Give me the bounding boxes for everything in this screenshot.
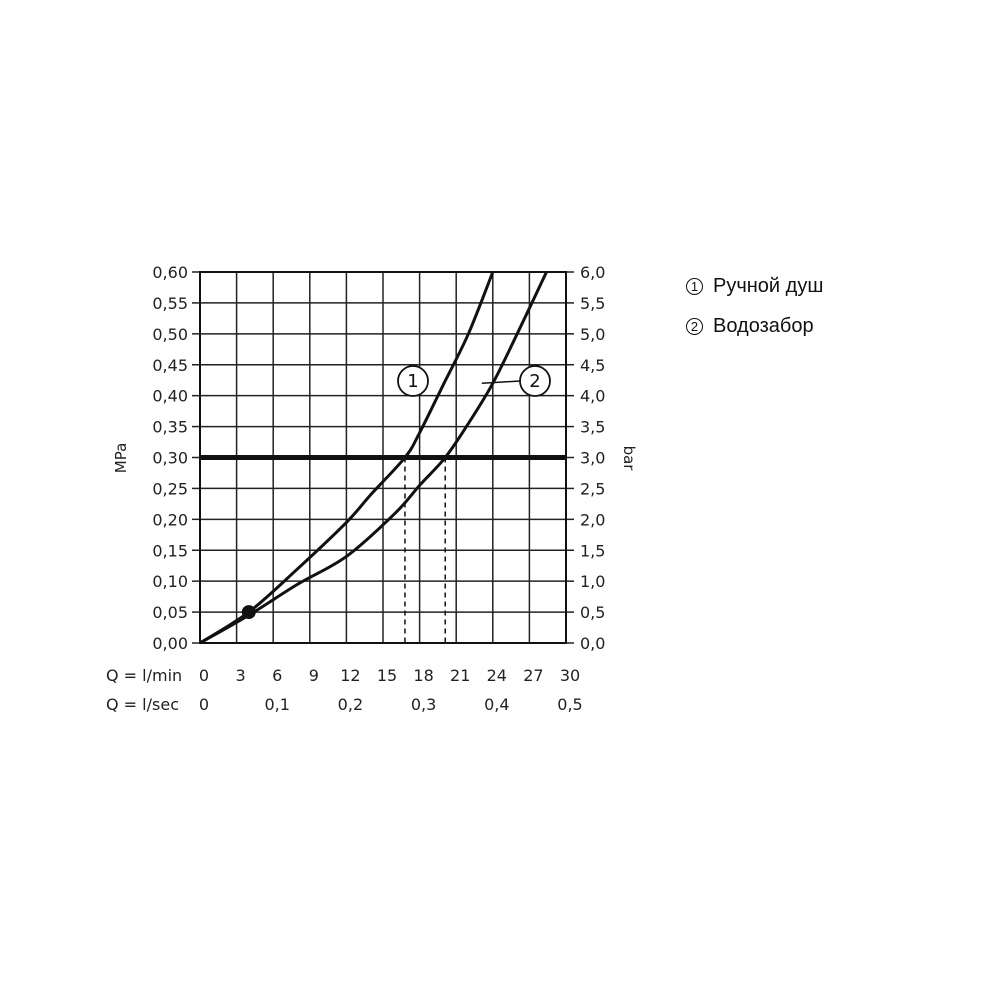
x-lmin-tick-label-3: 9 (309, 666, 319, 685)
legend-label-1: Ручной душ (713, 274, 824, 297)
x-lsec-tick-label-5: 0,5 (557, 695, 582, 714)
right-tick-label-0: 0,0 (580, 634, 605, 653)
left-tick-label-2: 0,10 (152, 572, 188, 591)
callout-number-1: 1 (407, 371, 418, 392)
callout-number-2: 2 (529, 371, 540, 392)
right-tick-label-5: 2,5 (580, 479, 605, 498)
x-lmin-tick-label-1: 3 (236, 666, 246, 685)
right-tick-label-11: 5,5 (580, 294, 605, 313)
left-axis-title: MPa (112, 443, 130, 474)
legend-marker-1: 1 (686, 277, 703, 295)
right-tick-label-10: 5,0 (580, 325, 605, 344)
x-lmin-tick-label-5: 15 (377, 666, 397, 685)
legend-label-2: Водозабор (713, 314, 814, 337)
x-lmin-tick-label-9: 27 (523, 666, 543, 685)
legend-item-2: 2 Водозабор (686, 306, 823, 346)
x-lmin-tick-label-4: 12 (340, 666, 360, 685)
right-tick-label-9: 4,5 (580, 356, 605, 375)
left-tick-label-8: 0,40 (152, 387, 188, 406)
x-axis-lsec-title: Q = l/sec (106, 695, 179, 714)
intersection-drop-lines (404, 457, 446, 643)
left-tick-label-6: 0,30 (152, 449, 188, 468)
x-lsec-tick-label-0: 0 (199, 695, 209, 714)
right-tick-label-3: 1,5 (580, 541, 605, 560)
x-axis-lmin-title: Q = l/min (106, 666, 182, 685)
legend: 1 Ручной душ 2 Водозабор (686, 266, 823, 346)
callout-circle-1 (397, 365, 429, 397)
curves (199, 271, 548, 645)
right-tick-label-1: 0,5 (580, 603, 605, 622)
x-lmin-tick-label-7: 21 (450, 666, 470, 685)
left-tick-label-4: 0,20 (152, 510, 188, 529)
legend-marker-2: 2 (686, 317, 703, 335)
tick-labels: 0,000,050,100,150,200,250,300,350,400,45… (152, 263, 605, 714)
left-tick-label-3: 0,15 (152, 541, 188, 560)
legend-item-1: 1 Ручной душ (686, 266, 823, 306)
right-tick-label-2: 1,0 (580, 572, 605, 591)
curve-series-1 (199, 271, 495, 645)
x-lmin-tick-label-6: 18 (413, 666, 433, 685)
right-tick-label-6: 3,0 (580, 449, 605, 468)
x-lsec-tick-label-4: 0,4 (484, 695, 509, 714)
right-tick-label-4: 2,0 (580, 510, 605, 529)
x-lsec-tick-label-1: 0,1 (264, 695, 289, 714)
right-tick-label-7: 3,5 (580, 418, 605, 437)
x-lsec-tick-label-2: 0,2 (338, 695, 363, 714)
x-lsec-tick-label-3: 0,3 (411, 695, 436, 714)
callout-circle-2 (519, 365, 551, 397)
right-tick-label-8: 4,0 (580, 387, 605, 406)
curve-series-2 (199, 271, 548, 645)
x-lmin-tick-label-8: 24 (487, 666, 507, 685)
data-point (241, 605, 256, 620)
left-tick-label-11: 0,55 (152, 294, 188, 313)
left-tick-label-5: 0,25 (152, 479, 188, 498)
left-tick-label-9: 0,45 (152, 356, 188, 375)
left-tick-label-1: 0,05 (152, 603, 188, 622)
x-lmin-tick-label-10: 30 (560, 666, 580, 685)
left-tick-label-12: 0,60 (152, 263, 188, 282)
right-tick-label-12: 6,0 (580, 263, 605, 282)
x-lmin-tick-label-0: 0 (199, 666, 209, 685)
left-tick-label-10: 0,50 (152, 325, 188, 344)
right-axis-title: bar (620, 446, 638, 472)
left-tick-label-7: 0,35 (152, 418, 188, 437)
callout-leader-2 (481, 380, 521, 385)
x-lmin-tick-label-2: 6 (272, 666, 282, 685)
left-tick-label-0: 0,00 (152, 634, 188, 653)
